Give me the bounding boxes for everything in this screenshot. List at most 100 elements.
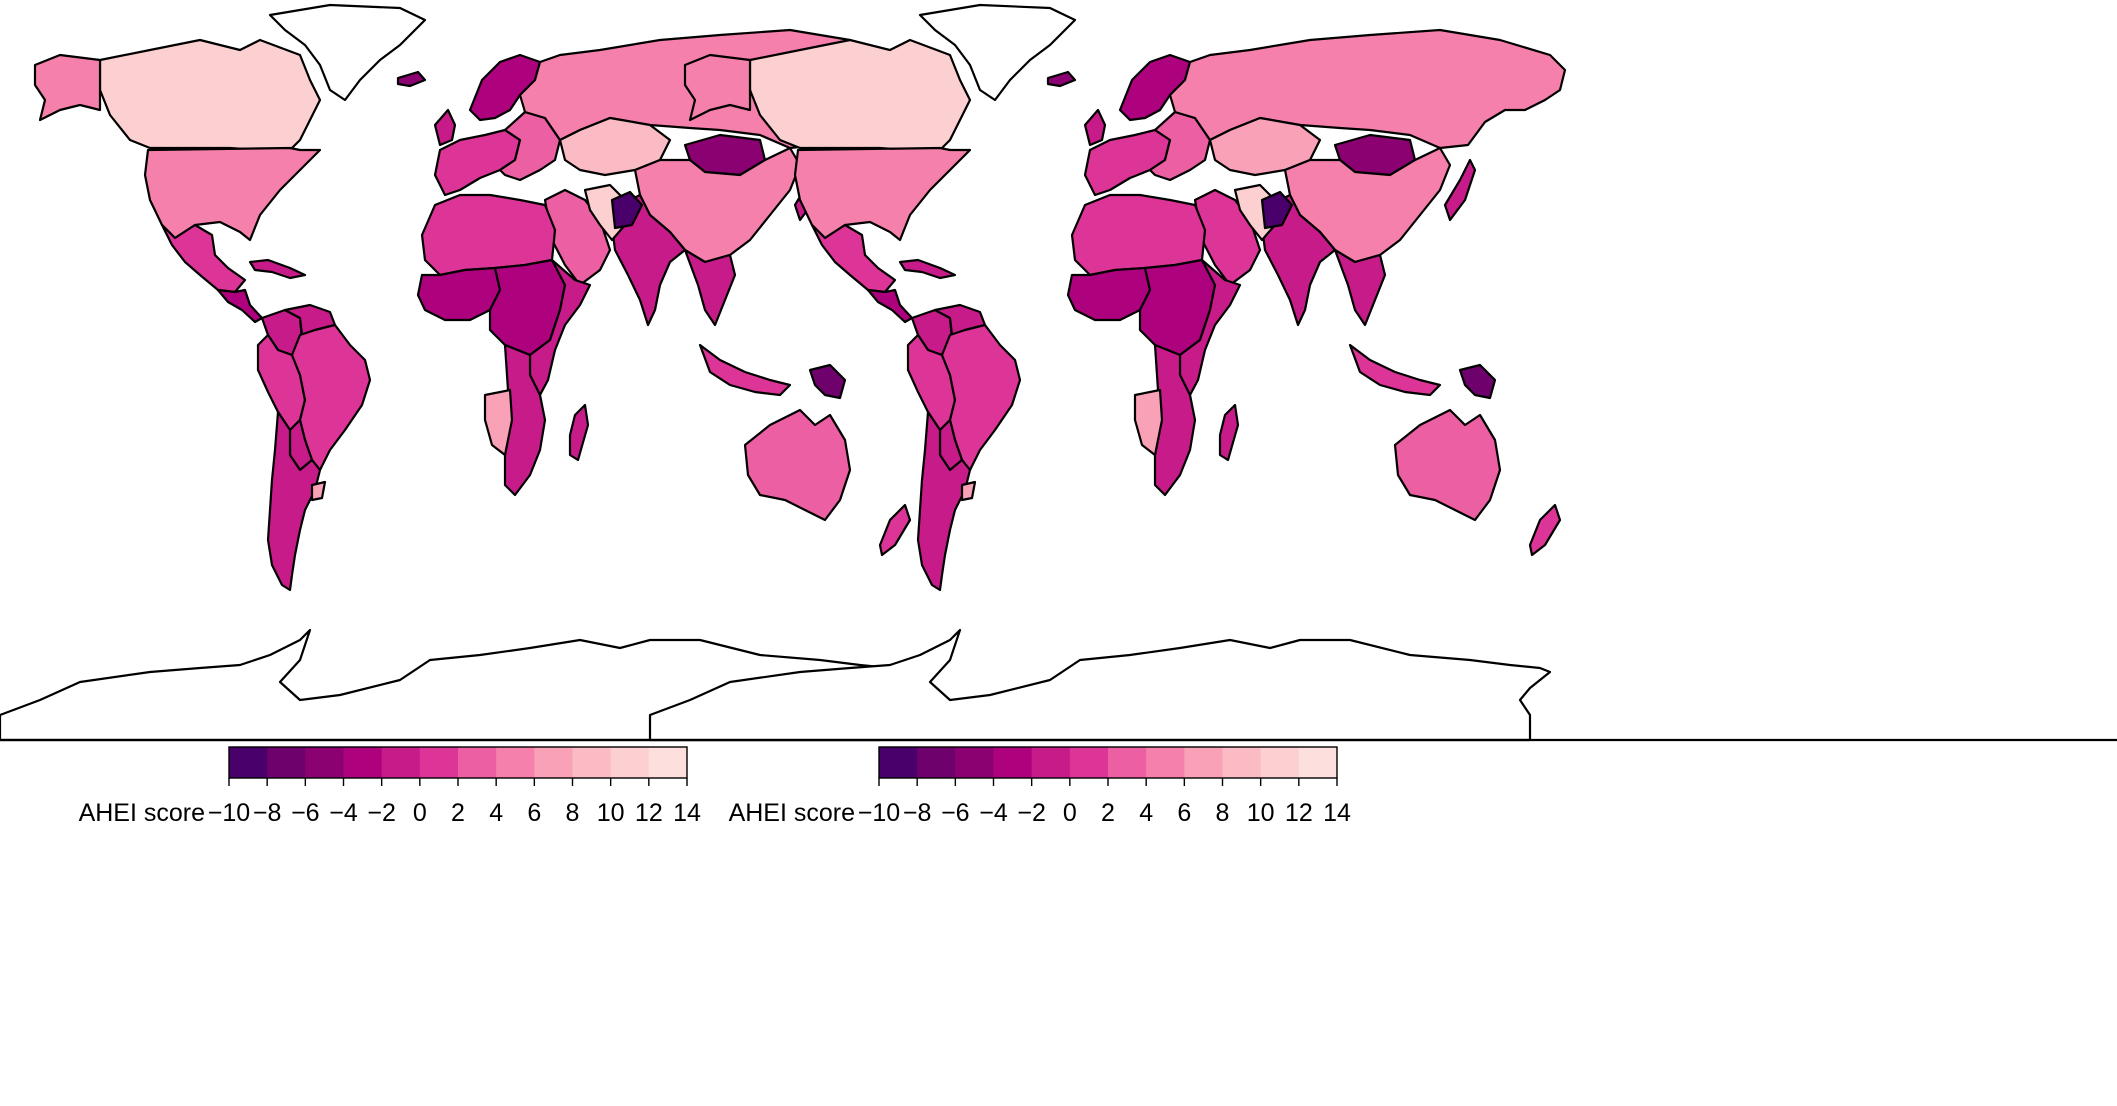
region-afghanistan	[1260, 190, 1294, 230]
region-east-africa	[528, 258, 592, 397]
legend-swatch-10	[610, 747, 650, 778]
region-indonesia	[1348, 343, 1442, 397]
legend-swatch-6	[1108, 747, 1147, 778]
legend-tick-label: −10	[858, 799, 900, 827]
legend-tick-label: 12	[1285, 799, 1313, 827]
legend-swatch-5	[1069, 747, 1109, 778]
legend-right: −10 −8 −6 −4 −2 0 2 4 6 8 10 12 14 AHEI score	[729, 746, 1351, 827]
region-new-zealand	[1528, 503, 1562, 557]
region-uk-ireland	[433, 108, 457, 147]
legend-title: AHEI score	[729, 799, 855, 827]
region-greenland	[918, 3, 1077, 102]
region-usa	[143, 146, 322, 242]
world-map-right	[648, 3, 1567, 742]
region-west-africa	[1066, 266, 1152, 322]
legend-tick-label: 10	[597, 799, 625, 827]
legend-tick-label: 6	[527, 799, 541, 827]
region-iceland	[396, 70, 427, 88]
legend-swatch-1	[267, 747, 306, 778]
legend-swatch-7	[496, 747, 535, 778]
region-alaska	[683, 53, 752, 122]
region-antarctica	[648, 628, 1552, 742]
region-brazil	[940, 323, 1022, 472]
region-uk-ireland	[1083, 108, 1107, 147]
region-india	[1258, 193, 1337, 327]
region-madagascar	[568, 403, 590, 462]
region-argentina-chile	[916, 410, 972, 592]
legend-tick-label: 2	[451, 799, 465, 827]
legend-swatch-8	[1184, 747, 1223, 778]
legend-swatch-5	[419, 747, 459, 778]
region-caribbean	[898, 258, 957, 280]
legend-left: −10 −8 −6 −4 −2 0 2 4 6 8 10 12 14 AHEI score	[79, 746, 701, 827]
legend-tick-label: 8	[1216, 799, 1230, 827]
legend-swatch-0	[229, 747, 268, 778]
region-uruguay	[310, 480, 327, 502]
legend-tick-label: −2	[367, 799, 396, 827]
region-brazil	[290, 323, 372, 472]
legend-tick-label: −8	[253, 799, 282, 827]
region-mexico	[810, 223, 897, 294]
legend-swatch-0	[879, 747, 918, 778]
legend-tick-label: 12	[635, 799, 663, 827]
legend-tick-label: −10	[208, 799, 250, 827]
legend-tick-label: 2	[1101, 799, 1115, 827]
legend-swatch-9	[1222, 747, 1262, 778]
legend-tick-label: 10	[1247, 799, 1275, 827]
legend-swatch-1	[917, 747, 956, 778]
legend-swatch-7	[1146, 747, 1185, 778]
legend-tick-label: 8	[566, 799, 580, 827]
region-central-america	[216, 288, 264, 324]
region-madagascar	[1218, 403, 1240, 462]
region-caribbean	[248, 258, 307, 280]
region-india	[608, 193, 687, 327]
region-argentina-chile	[266, 410, 322, 592]
region-southeast-asia	[683, 248, 737, 327]
legend-tick-label: 14	[673, 799, 701, 827]
region-greenland	[268, 3, 427, 102]
legend-swatch-2	[305, 747, 344, 778]
legend-tick-label: 4	[1139, 799, 1153, 827]
legend-title: AHEI score	[79, 799, 205, 827]
region-east-africa	[1178, 258, 1242, 397]
region-uruguay	[960, 480, 977, 502]
region-usa	[793, 146, 972, 242]
region-papua-new-guinea	[1458, 363, 1497, 400]
legend-swatch-8	[534, 747, 573, 778]
legend-swatch-10	[1260, 747, 1300, 778]
legend-tick-label: −4	[329, 799, 358, 827]
legend-swatch-3	[993, 747, 1033, 778]
legend-swatch-3	[343, 747, 383, 778]
legend-tick-label: 0	[1063, 799, 1077, 827]
legend-tick-label: 6	[1177, 799, 1191, 827]
legend-swatch-9	[572, 747, 612, 778]
legend-tick-label: 4	[489, 799, 503, 827]
legend-swatch-11	[648, 747, 688, 778]
legend-swatch-11	[1298, 747, 1338, 778]
region-north-america-north	[748, 38, 972, 152]
legend-swatch-2	[955, 747, 994, 778]
legend-tick-label: 0	[413, 799, 427, 827]
region-alaska	[33, 53, 102, 122]
region-central-america	[866, 288, 914, 324]
legend-tick-label: −8	[903, 799, 932, 827]
legend-swatch-4	[1031, 747, 1071, 778]
region-japan	[1443, 158, 1477, 222]
legend-tick-label: −6	[291, 799, 320, 827]
region-australia	[1393, 408, 1502, 522]
region-namibia-botswana	[483, 388, 514, 457]
region-namibia-botswana	[1133, 388, 1164, 457]
legend-tick-label: 14	[1323, 799, 1351, 827]
region-southeast-asia	[1333, 248, 1387, 327]
region-new-zealand	[878, 503, 912, 557]
region-australia	[743, 408, 852, 522]
region-west-africa	[416, 266, 502, 322]
region-mexico	[160, 223, 247, 294]
region-north-america-north	[98, 38, 322, 152]
legend-swatch-6	[458, 747, 497, 778]
legend-tick-label: −6	[941, 799, 970, 827]
region-afghanistan	[610, 190, 644, 230]
region-indonesia	[698, 343, 792, 397]
legend-swatch-4	[381, 747, 421, 778]
region-papua-new-guinea	[808, 363, 847, 400]
